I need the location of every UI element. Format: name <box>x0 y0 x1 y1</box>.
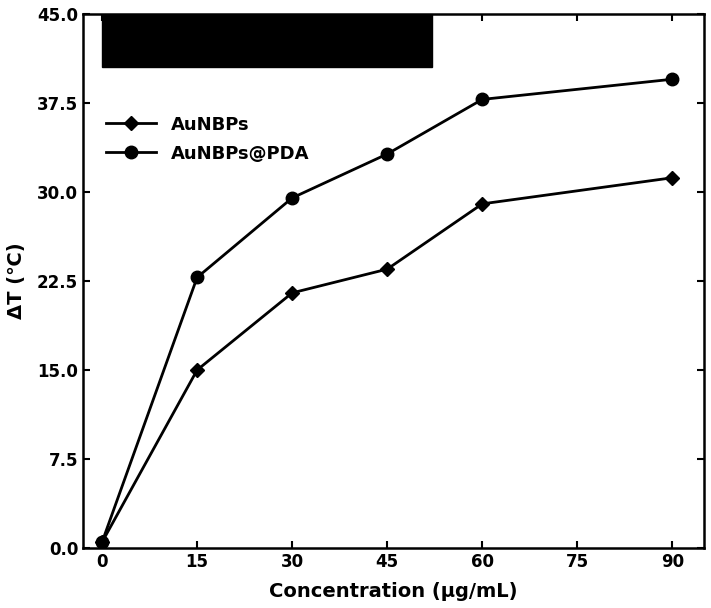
AuNBPs <box>383 266 392 273</box>
X-axis label: Concentration (μg/mL): Concentration (μg/mL) <box>269 582 518 601</box>
AuNBPs@PDA <box>193 274 201 281</box>
AuNBPs <box>98 539 107 546</box>
AuNBPs@PDA <box>98 539 107 546</box>
AuNBPs@PDA <box>288 195 296 202</box>
Line: AuNBPs: AuNBPs <box>97 173 678 547</box>
AuNBPs@PDA <box>383 150 392 157</box>
AuNBPs <box>193 367 201 374</box>
AuNBPs@PDA <box>668 75 677 83</box>
AuNBPs@PDA <box>478 95 486 103</box>
AuNBPs <box>288 289 296 297</box>
AuNBPs <box>668 174 677 181</box>
Bar <box>102 14 432 67</box>
AuNBPs <box>478 200 486 207</box>
Line: AuNBPs@PDA: AuNBPs@PDA <box>96 73 678 548</box>
Y-axis label: ΔT (℃): ΔT (℃) <box>7 243 26 319</box>
Legend: AuNBPs, AuNBPs@PDA: AuNBPs, AuNBPs@PDA <box>98 108 316 170</box>
